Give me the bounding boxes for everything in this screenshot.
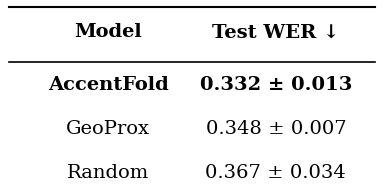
Text: 0.332 ± 0.013: 0.332 ± 0.013	[200, 76, 352, 94]
Text: 0.367 ± 0.034: 0.367 ± 0.034	[205, 164, 346, 182]
Text: Test WER ↓: Test WER ↓	[212, 23, 339, 41]
Text: Random: Random	[67, 164, 149, 182]
Text: Model: Model	[74, 23, 142, 41]
Text: 0.348 ± 0.007: 0.348 ± 0.007	[205, 120, 346, 138]
Text: AccentFold: AccentFold	[48, 76, 169, 94]
Text: GeoProx: GeoProx	[66, 120, 150, 138]
